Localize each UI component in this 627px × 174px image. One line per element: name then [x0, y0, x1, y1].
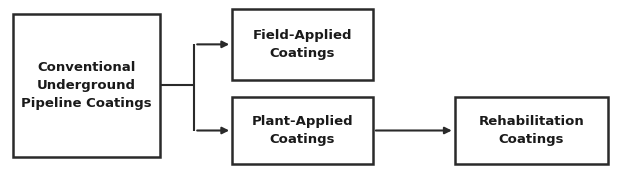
- FancyBboxPatch shape: [13, 14, 160, 157]
- FancyBboxPatch shape: [232, 9, 373, 80]
- Text: Plant-Applied
Coatings: Plant-Applied Coatings: [251, 115, 354, 146]
- FancyBboxPatch shape: [232, 97, 373, 164]
- Text: Rehabilitation
Coatings: Rehabilitation Coatings: [478, 115, 584, 146]
- Text: Conventional
Underground
Pipeline Coatings: Conventional Underground Pipeline Coatin…: [21, 61, 152, 110]
- Text: Field-Applied
Coatings: Field-Applied Coatings: [253, 29, 352, 60]
- FancyBboxPatch shape: [455, 97, 608, 164]
